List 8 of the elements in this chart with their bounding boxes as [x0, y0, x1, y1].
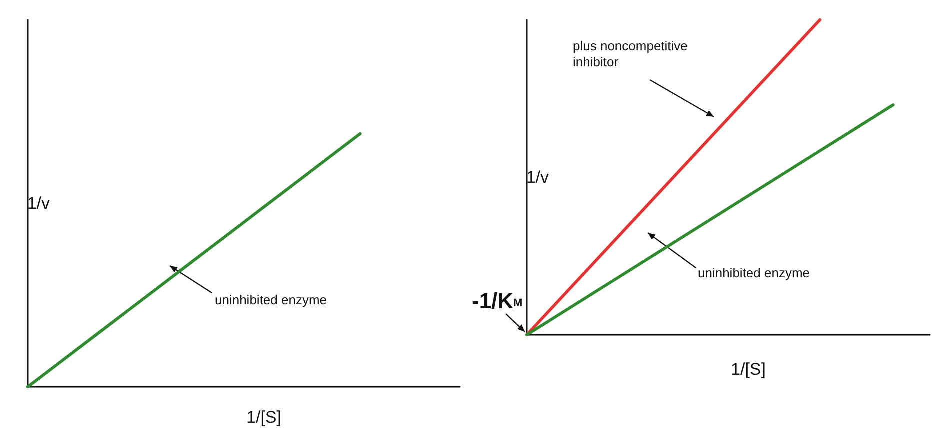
x-axis-title: 1/[S]: [731, 360, 766, 379]
x-axis-title: 1/[S]: [246, 408, 282, 427]
text: -1/KM: [472, 288, 523, 314]
annotation: plus noncompetitive inhibitor: [573, 38, 688, 70]
y-axis-title: 1/v: [526, 168, 550, 187]
y-axis-title: 1/v: [27, 194, 50, 213]
annotation: uninhibited enzyme: [698, 266, 810, 280]
annotation: uninhibited enzyme: [215, 292, 328, 308]
